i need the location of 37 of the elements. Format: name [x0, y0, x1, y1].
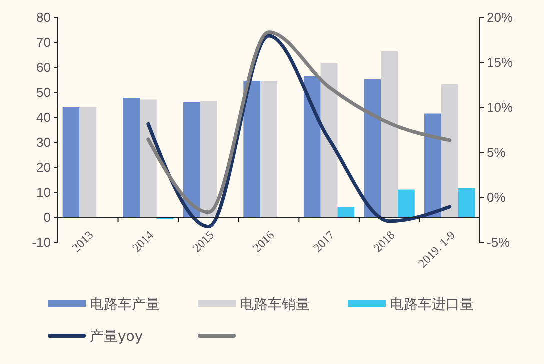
y-tick-label: 20 [36, 160, 51, 176]
bar [424, 114, 442, 218]
bar [304, 76, 321, 218]
bar [398, 190, 415, 218]
y2-tick-label: 20% [487, 10, 514, 26]
bar [441, 84, 458, 218]
bar [62, 108, 80, 218]
bar [364, 80, 382, 218]
bar [244, 81, 261, 218]
y-tick-label: 70 [36, 35, 51, 50]
y-tick-label: 80 [36, 10, 51, 26]
y2-tick-label: 15% [487, 55, 514, 70]
bar [140, 100, 157, 218]
y2-tick-label: -5% [487, 235, 511, 250]
bar [260, 81, 278, 218]
y-tick-label: 30 [36, 135, 51, 150]
y2-tick-label: 0% [487, 190, 506, 206]
y2-tick-label: 5% [487, 145, 506, 160]
y2-tick-label: 10% [487, 100, 514, 116]
bar [183, 102, 200, 218]
y-tick-label: 40 [36, 110, 51, 126]
y-tick-label: 10 [36, 185, 51, 200]
bar [338, 207, 355, 218]
legend-label: 产量yoy [90, 329, 144, 345]
y-tick-label: 50 [36, 85, 51, 100]
legend-label: 电路车产量 [90, 297, 160, 313]
bar [320, 64, 338, 218]
bar [458, 188, 476, 218]
bar [123, 98, 140, 218]
bar [200, 101, 218, 218]
legend-label: 电路车进口量 [390, 297, 474, 313]
y-tick-label: 60 [36, 60, 51, 76]
y-tick-label: 0 [44, 210, 51, 226]
bar [80, 108, 97, 218]
legend-label: 电路车销量 [240, 297, 310, 313]
y-tick-label: -10 [32, 235, 51, 250]
bar [381, 52, 398, 218]
